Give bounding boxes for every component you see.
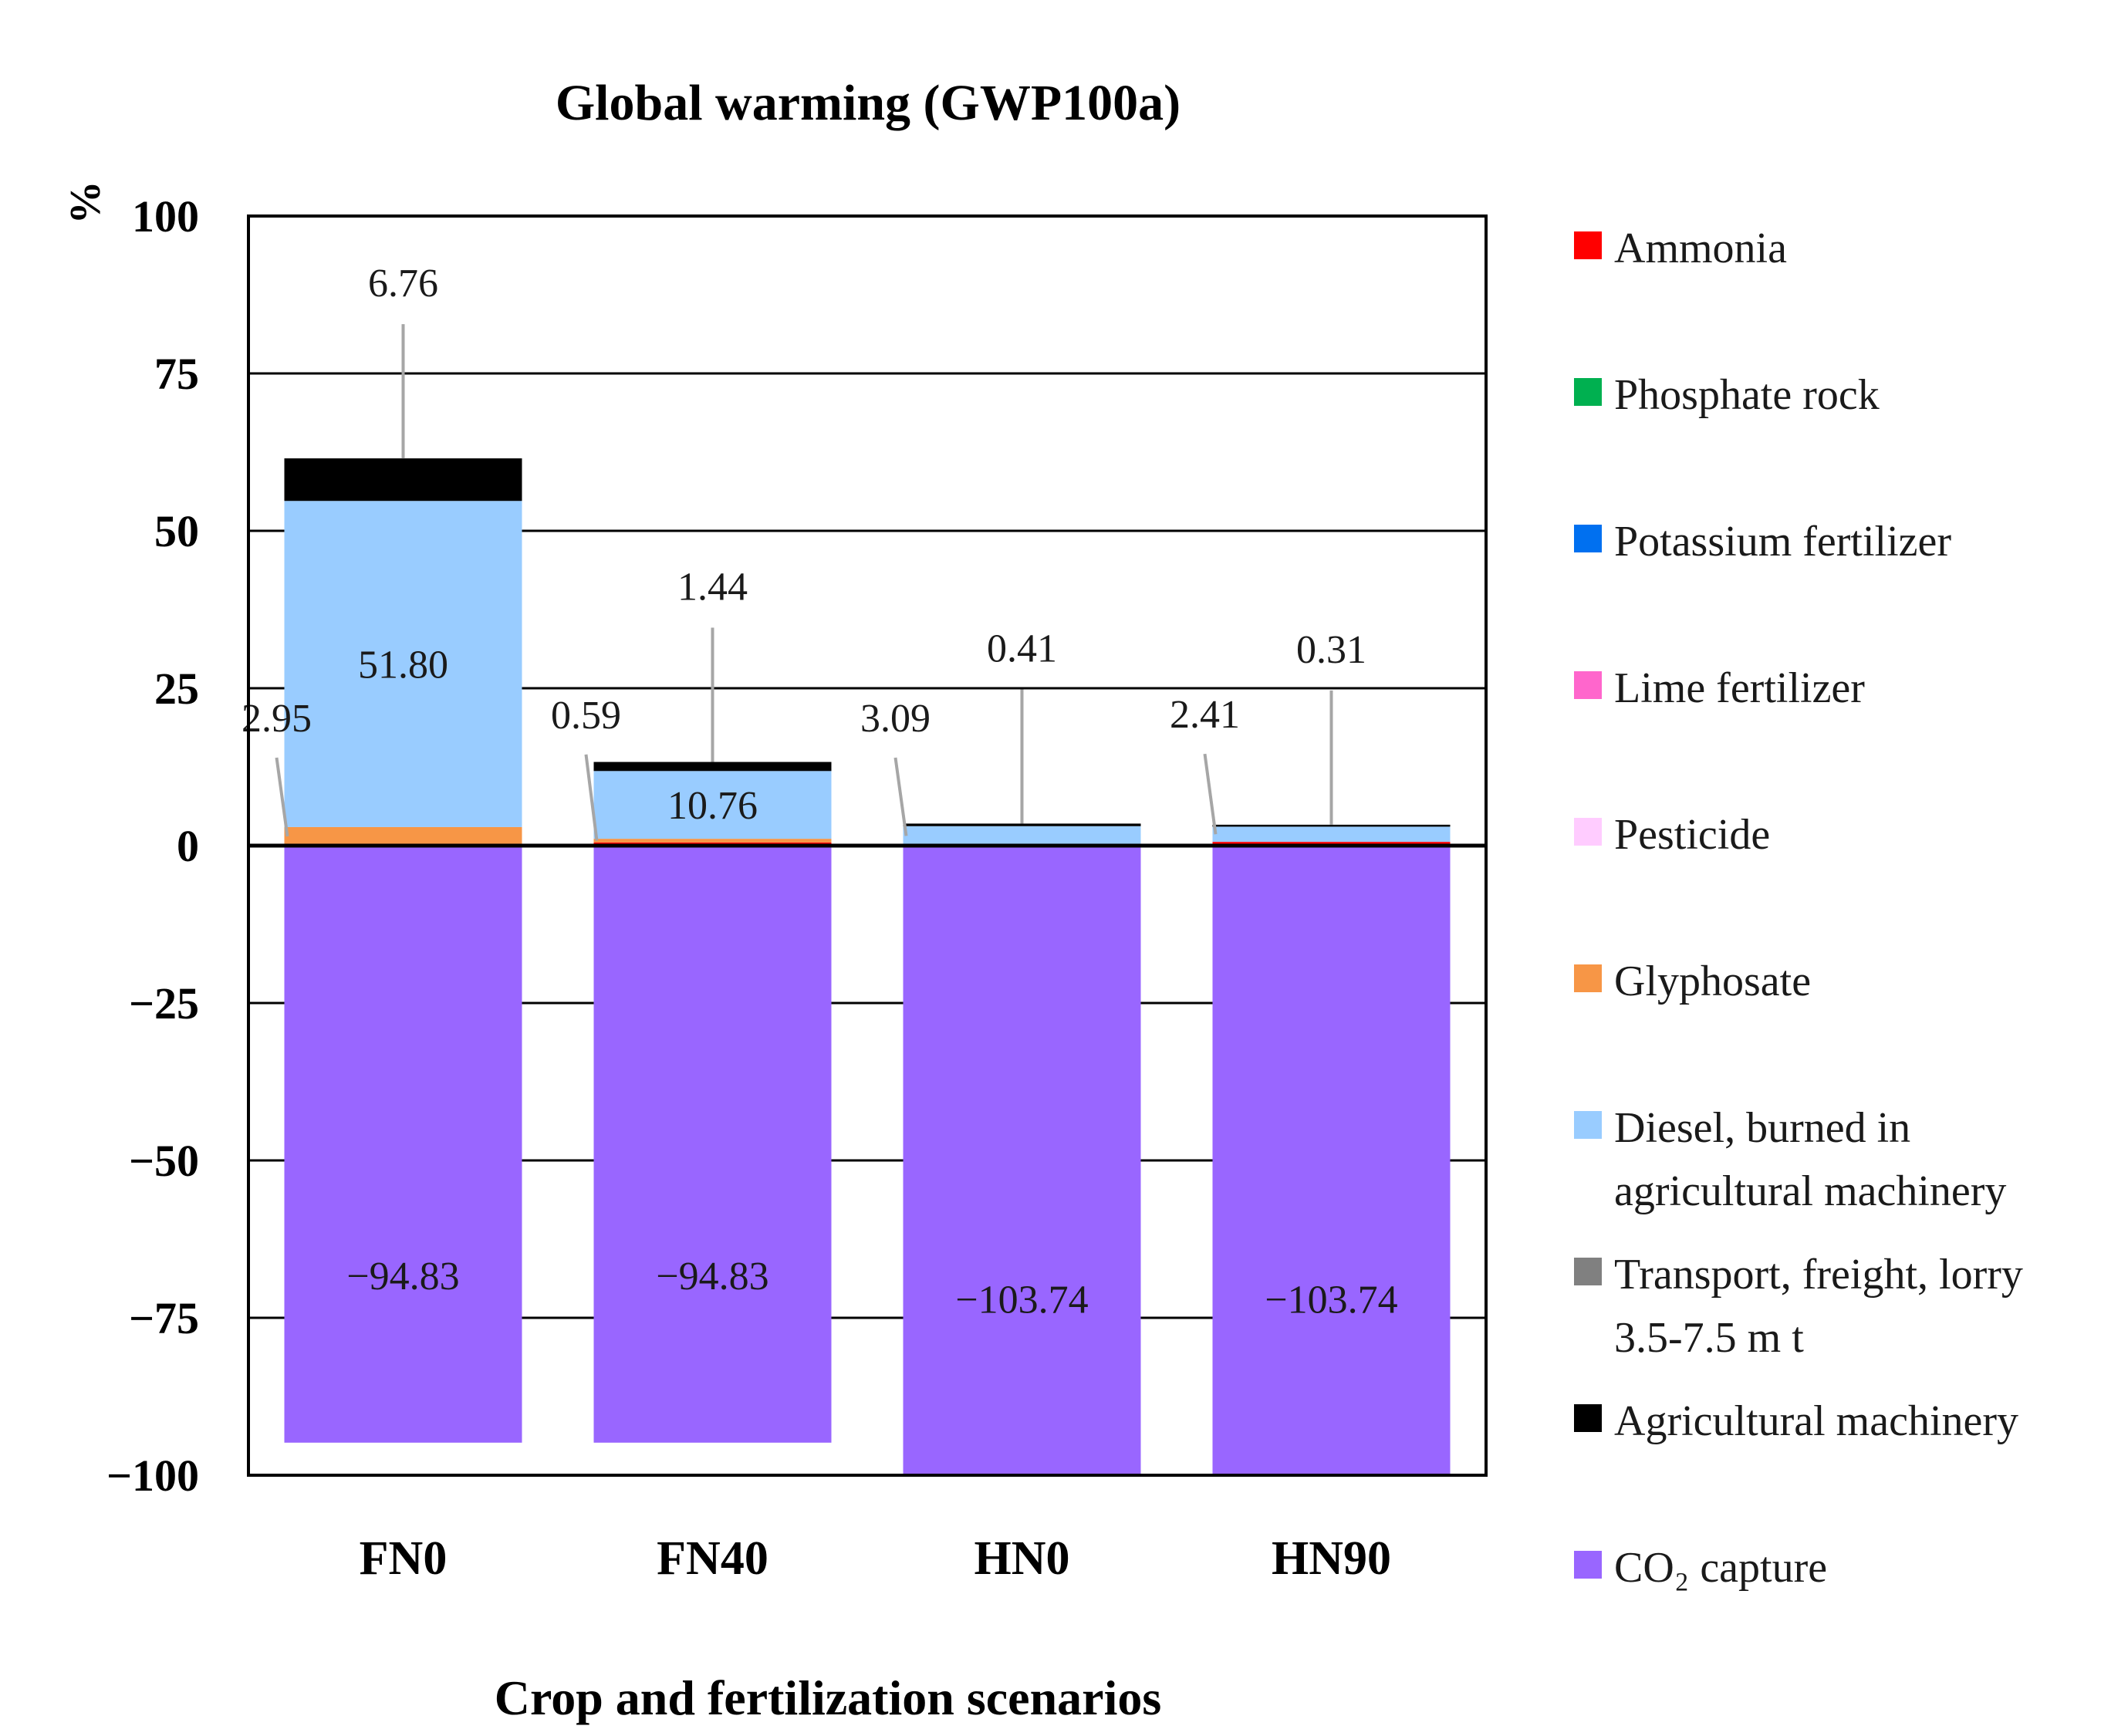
legend-swatch: [1574, 525, 1602, 552]
bars: [284, 458, 1451, 1475]
data-label: −103.74: [955, 1278, 1088, 1322]
leader-lines: [275, 324, 1333, 841]
data-label: 51.80: [358, 643, 448, 687]
legend-entry-text: Phosphate rock: [1614, 371, 1880, 419]
bar-segment: [593, 839, 832, 843]
legend-entry-text: Glyphosate: [1614, 958, 1811, 1005]
bar-segment: [903, 826, 1141, 846]
legend-swatch: [1574, 1551, 1602, 1579]
bar-segment: [1212, 826, 1451, 843]
leader-line: [275, 757, 289, 837]
legend-swatch: [1574, 1258, 1602, 1285]
bar-segment: [284, 458, 522, 502]
data-label: 0.59: [551, 694, 621, 738]
bar-segment: [284, 846, 522, 1443]
y-tick-label: 0: [177, 821, 199, 871]
bar-segment: [284, 501, 522, 827]
x-tick-label: HN0: [974, 1532, 1070, 1585]
data-label: −94.83: [346, 1255, 459, 1299]
leader-line: [893, 757, 908, 836]
bar-segment: [1212, 846, 1451, 1475]
data-label: −103.74: [1265, 1278, 1397, 1322]
bar-segment: [593, 846, 832, 1443]
data-label: 2.41: [1170, 693, 1240, 737]
x-tick-label: FN40: [657, 1532, 768, 1585]
legend-entry-text: agricultural machinery: [1614, 1167, 2006, 1215]
legend-swatch: [1574, 378, 1602, 406]
legend-entry-text: Lime fertilizer: [1614, 664, 1865, 712]
y-tick-label: −50: [129, 1136, 199, 1186]
data-label: 3.09: [860, 697, 931, 741]
data-label: 10.76: [667, 784, 758, 828]
legend: Ammonia Phosphate rock Potassium fertilize…: [1574, 225, 2023, 1592]
legend-swatch: [1574, 231, 1602, 259]
bar-segment: [903, 846, 1141, 1475]
legend-entry-text: Transport, freight, lorry: [1614, 1251, 2023, 1299]
legend-entry-text: Diesel, burned in: [1614, 1104, 1910, 1152]
legend-swatch: [1574, 671, 1602, 699]
y-tick-label: 100: [132, 191, 199, 241]
bar-segment: [593, 762, 832, 772]
y-tick-label: −25: [129, 978, 199, 1028]
bar-segment: [903, 823, 1141, 826]
legend-swatch: [1574, 964, 1602, 992]
data-label: −94.83: [656, 1255, 768, 1299]
x-tick-label: HN90: [1272, 1532, 1391, 1585]
legend-entry-text: 3.5-7.5 m t: [1614, 1314, 1804, 1362]
leader-line: [1203, 753, 1218, 835]
legend-entry-text: Pesticide: [1614, 811, 1770, 859]
legend-swatch: [1574, 1404, 1602, 1432]
y-axis-label: %: [61, 181, 109, 224]
y-tick-label: 50: [154, 506, 199, 556]
y-tick-label: 75: [154, 349, 199, 399]
chart-title: Global warming (GWP100a): [556, 75, 1181, 131]
bar-segment: [284, 826, 522, 846]
data-label: 1.44: [677, 566, 748, 610]
x-axis-label: Crop and fertilization scenarios: [495, 1670, 1162, 1725]
data-labels: 6.76 51.80 2.95 −94.83 1.44 10.76 0.59 −94.83 0.…: [242, 262, 1398, 1322]
data-label: 0.31: [1296, 628, 1366, 672]
x-axis-ticks: FN0 FN40 HN0 HN90: [360, 1532, 1391, 1585]
x-tick-label: FN0: [360, 1532, 448, 1585]
data-label: 0.41: [987, 627, 1057, 670]
y-tick-label: 25: [154, 664, 199, 714]
bar-segment: [1212, 824, 1451, 827]
legend-entry-text: Ammonia: [1614, 225, 1787, 272]
legend-entry-text: Potassium fertilizer: [1614, 518, 1951, 566]
data-label: 6.76: [368, 262, 438, 306]
y-tick-label: −100: [106, 1451, 199, 1501]
leader-line: [584, 754, 599, 841]
bar-segment: [593, 771, 832, 839]
legend-entry-text: Agricultural machinery: [1614, 1397, 2018, 1445]
data-label: 2.95: [242, 697, 312, 741]
legend-swatch: [1574, 818, 1602, 846]
legend-swatch: [1574, 1111, 1602, 1139]
y-tick-label: −75: [129, 1293, 199, 1343]
y-axis-ticks: 100 75 50 25 0 −25 −50 −75 −100: [106, 191, 199, 1501]
legend-entry-text: CO₂ capture: [1614, 1544, 1827, 1592]
